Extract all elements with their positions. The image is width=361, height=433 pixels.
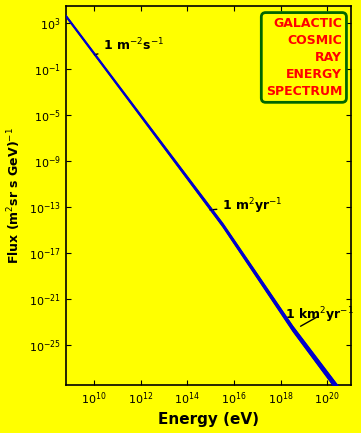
- X-axis label: Energy (eV): Energy (eV): [158, 413, 258, 427]
- Text: 1 m$^{-2}$s$^{-1}$: 1 m$^{-2}$s$^{-1}$: [95, 37, 165, 55]
- Text: GALACTIC
COSMIC
RAY
ENERGY
SPECTRUM: GALACTIC COSMIC RAY ENERGY SPECTRUM: [266, 17, 342, 98]
- Text: 1 km$^2$yr$^{-1}$: 1 km$^2$yr$^{-1}$: [285, 306, 354, 326]
- Y-axis label: Flux (m$^2$sr s GeV)$^{-1}$: Flux (m$^2$sr s GeV)$^{-1}$: [5, 127, 23, 264]
- Text: 1 m$^2$yr$^{-1}$: 1 m$^2$yr$^{-1}$: [210, 196, 283, 216]
